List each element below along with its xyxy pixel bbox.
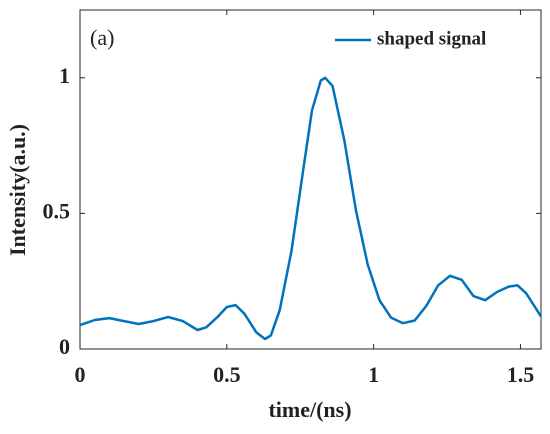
x-tick-label: 1.5 [507,362,535,387]
y-tick-label: 0 [59,334,70,359]
x-tick-label: 1 [368,362,379,387]
plot-frame [79,9,542,350]
x-tick-label: 0 [75,362,86,387]
legend-label: shaped signal [377,28,486,49]
x-axis-label: time/(ns) [268,397,351,422]
annotation: (a) [90,25,114,50]
line-series [79,76,543,341]
y-axis-label: Intensity(a.u.) [5,124,30,256]
y-tick-label: 1 [59,63,70,88]
y-tick-label: 0.5 [43,198,71,223]
x-tick-label: 0.5 [213,362,241,387]
